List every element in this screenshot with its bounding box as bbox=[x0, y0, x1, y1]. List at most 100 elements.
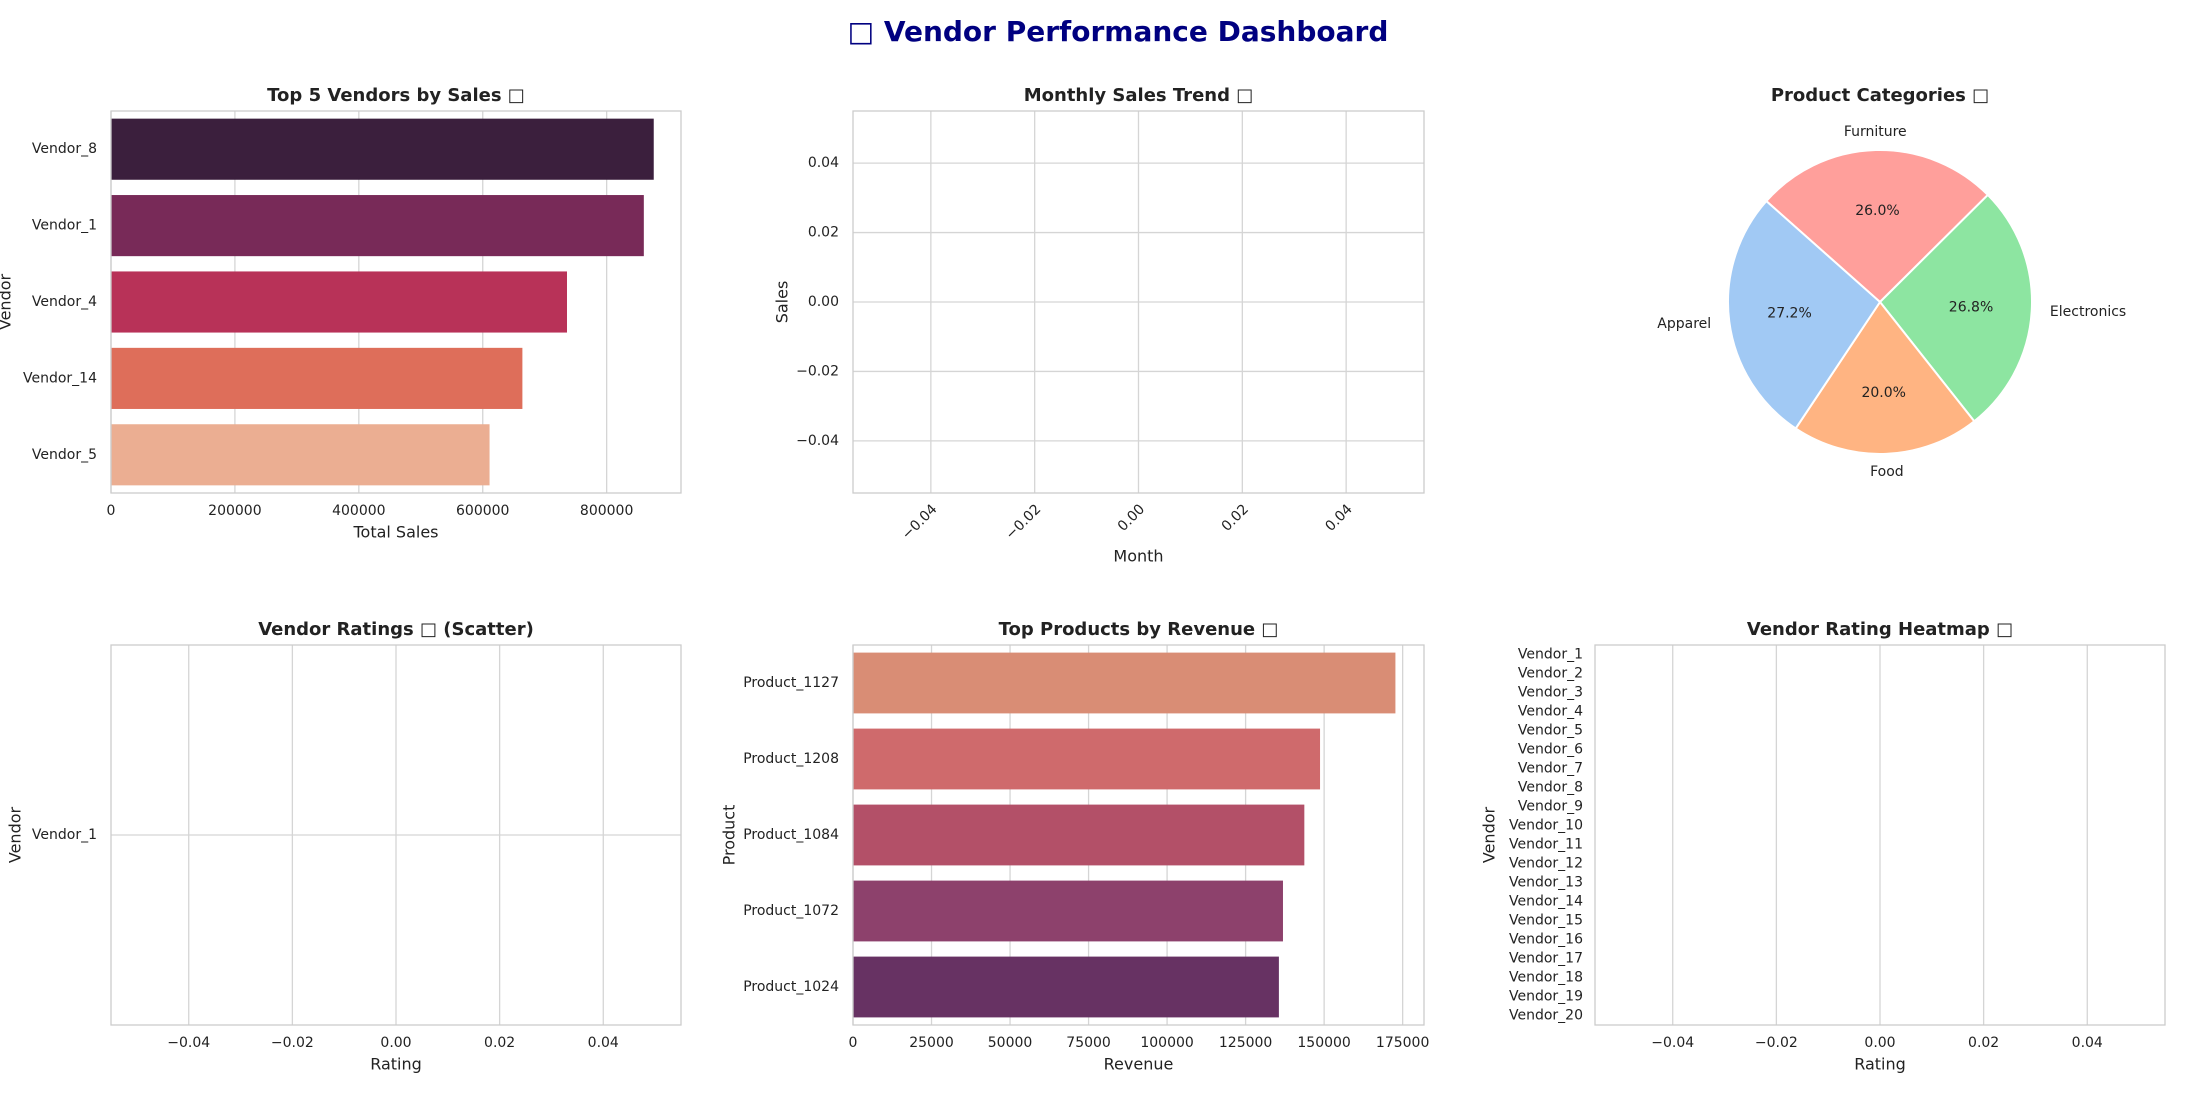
y-tick-label: Vendor_5 bbox=[32, 447, 97, 463]
slice-value-label: 26.8% bbox=[1949, 299, 1993, 315]
x-tick-label: 150000 bbox=[1297, 1035, 1350, 1051]
bar bbox=[111, 347, 523, 409]
bar bbox=[111, 424, 490, 486]
y-tick-label: −0.02 bbox=[796, 363, 839, 379]
x-tick-label: −0.04 bbox=[167, 1035, 210, 1051]
x-tick-label: −0.04 bbox=[1651, 1035, 1694, 1051]
x-axis-label: Revenue bbox=[1104, 1055, 1174, 1074]
y-axis-label: Sales bbox=[773, 281, 792, 324]
axes-frame bbox=[110, 644, 682, 1026]
x-tick-label: 125000 bbox=[1219, 1035, 1272, 1051]
y-tick-label: Vendor_16 bbox=[1509, 932, 1583, 948]
y-axis-label: Product bbox=[720, 805, 739, 866]
pie-slice bbox=[1878, 193, 2033, 423]
y-tick-label: Vendor_8 bbox=[1518, 780, 1583, 796]
y-tick-label: 0.00 bbox=[808, 294, 839, 310]
y-tick-label: 0.04 bbox=[808, 155, 839, 171]
bar bbox=[853, 956, 1279, 1018]
pie-slice bbox=[1764, 149, 1990, 304]
axes-frame bbox=[110, 110, 682, 494]
y-axis-label: Vendor bbox=[1480, 806, 1499, 863]
x-tick-label: 0 bbox=[107, 503, 116, 519]
y-tick-label: 0.02 bbox=[808, 225, 839, 241]
y-tick-label: Vendor_8 bbox=[32, 141, 97, 157]
x-tick-label: 75000 bbox=[1066, 1035, 1111, 1051]
y-tick-label: Vendor_10 bbox=[1509, 818, 1583, 834]
slice-value-label: 26.0% bbox=[1855, 203, 1899, 219]
axes-frame bbox=[852, 644, 1425, 1026]
slice-category-label: Apparel bbox=[1657, 316, 1711, 332]
y-tick-label: Vendor_13 bbox=[1509, 875, 1583, 891]
y-tick-label: Vendor_1 bbox=[32, 827, 97, 843]
x-axis-label: Total Sales bbox=[352, 523, 438, 542]
axes-frame bbox=[1594, 644, 2166, 1026]
y-tick-label: Vendor_5 bbox=[1518, 723, 1583, 739]
y-tick-label: −0.04 bbox=[796, 433, 839, 449]
y-tick-label: Vendor_4 bbox=[32, 294, 97, 310]
pie-slice bbox=[1794, 300, 1976, 455]
bar bbox=[853, 652, 1396, 714]
y-tick-label: Vendor_1 bbox=[1518, 647, 1583, 663]
x-tick-label: 0.02 bbox=[484, 1035, 515, 1051]
y-tick-label: Vendor_14 bbox=[1509, 894, 1583, 910]
x-axis-label: Rating bbox=[1854, 1055, 1906, 1074]
y-tick-label: Product_1084 bbox=[743, 827, 839, 843]
chart-title: Top Products by Revenue □ bbox=[999, 619, 1279, 640]
x-tick-label: −0.02 bbox=[1755, 1035, 1798, 1051]
y-tick-label: Vendor_2 bbox=[1518, 666, 1583, 682]
y-tick-label: Vendor_12 bbox=[1509, 856, 1583, 872]
x-tick-label: 175000 bbox=[1376, 1035, 1429, 1051]
y-tick-label: Vendor_1 bbox=[32, 218, 97, 234]
x-tick-label: 0.02 bbox=[1968, 1035, 1999, 1051]
chart-title: Top 5 Vendors by Sales □ bbox=[267, 85, 525, 106]
y-tick-label: Vendor_18 bbox=[1509, 970, 1583, 986]
y-tick-label: Vendor_3 bbox=[1518, 685, 1583, 701]
pie-slice bbox=[1726, 199, 1882, 430]
x-tick-label: 0.00 bbox=[380, 1035, 411, 1051]
slice-category-label: Electronics bbox=[2050, 304, 2126, 320]
x-tick-label: 0 bbox=[849, 1035, 858, 1051]
slice-value-label: 27.2% bbox=[1767, 306, 1811, 322]
y-tick-label: Vendor_9 bbox=[1518, 799, 1583, 815]
bar bbox=[853, 804, 1305, 866]
x-axis-label: Rating bbox=[370, 1055, 422, 1074]
x-tick-label: 600000 bbox=[456, 503, 509, 519]
chart-title: Vendor Ratings □ (Scatter) bbox=[258, 619, 534, 640]
y-axis-label: Vendor bbox=[6, 806, 25, 863]
slice-value-label: 20.0% bbox=[1861, 385, 1905, 401]
x-tick-label: 100000 bbox=[1140, 1035, 1193, 1051]
y-tick-label: Product_1127 bbox=[743, 675, 839, 691]
dashboard-title: □ Vendor Performance Dashboard bbox=[848, 15, 1389, 48]
x-tick-label: 0.04 bbox=[588, 1035, 619, 1051]
x-tick-label: 0.00 bbox=[1864, 1035, 1895, 1051]
y-tick-label: Vendor_14 bbox=[23, 370, 97, 386]
x-tick-label: 800000 bbox=[580, 503, 633, 519]
x-tick-label: 400000 bbox=[332, 503, 385, 519]
y-tick-label: Vendor_17 bbox=[1509, 951, 1583, 967]
x-tick-label: 200000 bbox=[208, 503, 261, 519]
bar bbox=[853, 880, 1283, 942]
x-tick-label: 50000 bbox=[988, 1035, 1033, 1051]
bar bbox=[111, 271, 567, 333]
slice-category-label: Furniture bbox=[1844, 124, 1907, 140]
chart-title: Product Categories □ bbox=[1771, 85, 1989, 106]
chart-title: Monthly Sales Trend □ bbox=[1024, 85, 1254, 106]
x-axis-label: Month bbox=[1113, 547, 1163, 566]
axes-frame bbox=[852, 110, 1425, 494]
y-tick-label: Vendor_7 bbox=[1518, 761, 1583, 777]
y-axis-label: Vendor bbox=[0, 273, 15, 330]
bar bbox=[111, 118, 654, 180]
x-tick-label: 0.04 bbox=[2072, 1035, 2103, 1051]
y-tick-label: Vendor_11 bbox=[1509, 837, 1583, 853]
y-tick-label: Product_1208 bbox=[743, 751, 839, 767]
x-tick-label: −0.02 bbox=[271, 1035, 314, 1051]
y-tick-label: Vendor_6 bbox=[1518, 742, 1583, 758]
bar bbox=[853, 728, 1321, 790]
y-tick-label: Product_1024 bbox=[743, 979, 839, 995]
y-tick-label: Vendor_20 bbox=[1509, 1008, 1583, 1024]
x-tick-label: 25000 bbox=[909, 1035, 954, 1051]
slice-category-label: Food bbox=[1870, 464, 1904, 480]
y-tick-label: Product_1072 bbox=[743, 903, 839, 919]
chart-title: Vendor Rating Heatmap □ bbox=[1747, 619, 2013, 640]
